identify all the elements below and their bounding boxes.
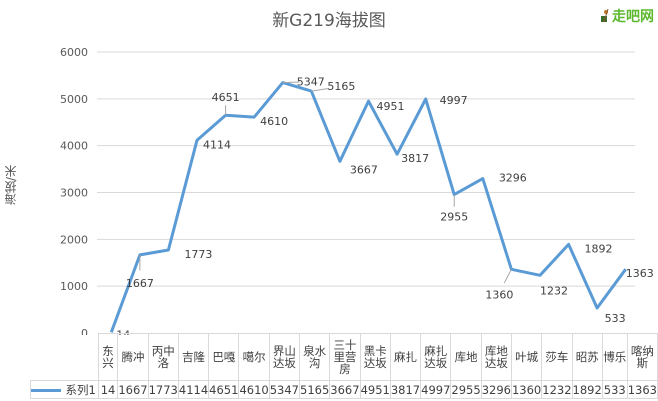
- data-label: 5347: [297, 76, 325, 89]
- data-label: 533: [605, 312, 626, 325]
- value-cell: 1773: [147, 380, 179, 399]
- category-header: 噶尔: [238, 333, 270, 381]
- data-label: 4951: [377, 100, 405, 113]
- value-cell: 14: [97, 380, 119, 399]
- data-label: 1360: [485, 288, 513, 301]
- category-header: 界山 达坂: [268, 333, 301, 381]
- data-label: 1363: [626, 267, 654, 280]
- y-tick-label: 3000: [60, 187, 88, 200]
- data-label: 4114: [203, 138, 231, 151]
- category-header: 库地: [450, 333, 482, 381]
- data-label: 1232: [540, 284, 568, 297]
- y-tick-label: 4000: [60, 140, 88, 153]
- leader-line: [503, 269, 512, 284]
- value-cell: 4610: [238, 380, 270, 399]
- value-cell: 4997: [420, 380, 452, 399]
- hiker-icon: [600, 8, 610, 23]
- data-label: 1667: [126, 277, 154, 290]
- category-header: 喀纳斯: [626, 333, 658, 381]
- value-cell: 533: [601, 380, 628, 399]
- data-label: 14: [116, 328, 130, 335]
- value-cell: 5165: [299, 380, 331, 399]
- category-header: 巴嘎: [208, 333, 240, 381]
- data-label: 3667: [350, 163, 378, 176]
- value-cell: 3296: [480, 380, 512, 399]
- category-header: 库地 达坂: [480, 333, 512, 381]
- value-cell: 4651: [208, 380, 240, 399]
- value-cell: 4114: [177, 380, 210, 399]
- category-header: 吉隆: [177, 333, 210, 381]
- value-cell: 2955: [450, 380, 482, 399]
- data-label: 2955: [440, 211, 468, 224]
- legend-label: 系列1: [65, 382, 96, 397]
- legend-cell: 系列1: [30, 380, 99, 399]
- value-cell: 3817: [389, 380, 422, 399]
- y-tick-label: 0: [81, 327, 88, 335]
- category-header: 叶城: [510, 333, 543, 381]
- data-label: 3296: [499, 172, 527, 185]
- leader-line: [282, 81, 300, 84]
- category-header: 三十 里营房: [329, 333, 361, 381]
- chart-title: 新G219海拔图: [272, 11, 386, 31]
- leader-line: [311, 87, 330, 92]
- data-label: 1773: [184, 248, 212, 261]
- line-chart: 0 1000 2000 3000 4000 5000 6000 14 1667 1773 4114 4…: [60, 46, 654, 335]
- data-label: 3817: [401, 152, 429, 165]
- category-header-row: 东兴 腾冲 丙中洛吉隆 巴嘎 噶尔 界山 达坂 泉水沟三十 里营房黑卡 达坂 麻扎 麻扎 达坂 库地 库地达…: [30, 333, 658, 381]
- value-cell: 3667: [329, 380, 361, 399]
- category-header: 泉水沟: [299, 333, 331, 381]
- data-table: 东兴 腾冲 丙中洛吉隆 巴嘎 噶尔 界山 达坂 泉水沟三十 里营房黑卡 达坂 麻扎 麻扎 达坂 库地 库地达…: [30, 333, 658, 399]
- value-cell: 1360: [510, 380, 543, 399]
- category-header: 博乐: [601, 333, 628, 381]
- category-header: 丙中洛: [147, 333, 179, 381]
- y-tick-label: 5000: [60, 93, 88, 106]
- value-row: 系列1 14 1667 1773 4114 4651 4610 5347 5165 3667 49…: [30, 380, 658, 399]
- series-line: [109, 81, 627, 333]
- category-header: 莎车: [541, 333, 573, 381]
- blank-cell: [30, 333, 99, 381]
- category-header: 黑卡 达坂: [359, 333, 391, 381]
- category-header: 麻扎: [389, 333, 422, 381]
- value-cell: 1232: [541, 380, 573, 399]
- category-header: 麻扎 达坂: [420, 333, 452, 381]
- data-label: 4997: [440, 94, 468, 107]
- value-cell: 1363: [626, 380, 658, 399]
- data-label: 1892: [585, 242, 613, 255]
- data-label: 4610: [260, 115, 288, 128]
- logo-text: 走吧网: [612, 9, 654, 25]
- data-label: 4651: [212, 91, 240, 104]
- value-cell: 1667: [117, 380, 149, 399]
- value-cell: 4951: [359, 380, 391, 399]
- category-header: 昭苏: [571, 333, 603, 381]
- value-cell: 5347: [268, 380, 301, 399]
- y-tick-label: 1000: [60, 280, 88, 293]
- y-tick-label: 6000: [60, 46, 88, 59]
- data-label: 5165: [327, 80, 355, 93]
- logo: 走吧网: [600, 6, 654, 26]
- y-tick-label: 2000: [60, 233, 88, 246]
- legend-line-icon: [31, 388, 62, 392]
- category-header: 东兴: [97, 333, 119, 381]
- category-header: 腾冲: [117, 333, 149, 381]
- value-cell: 1892: [571, 380, 603, 399]
